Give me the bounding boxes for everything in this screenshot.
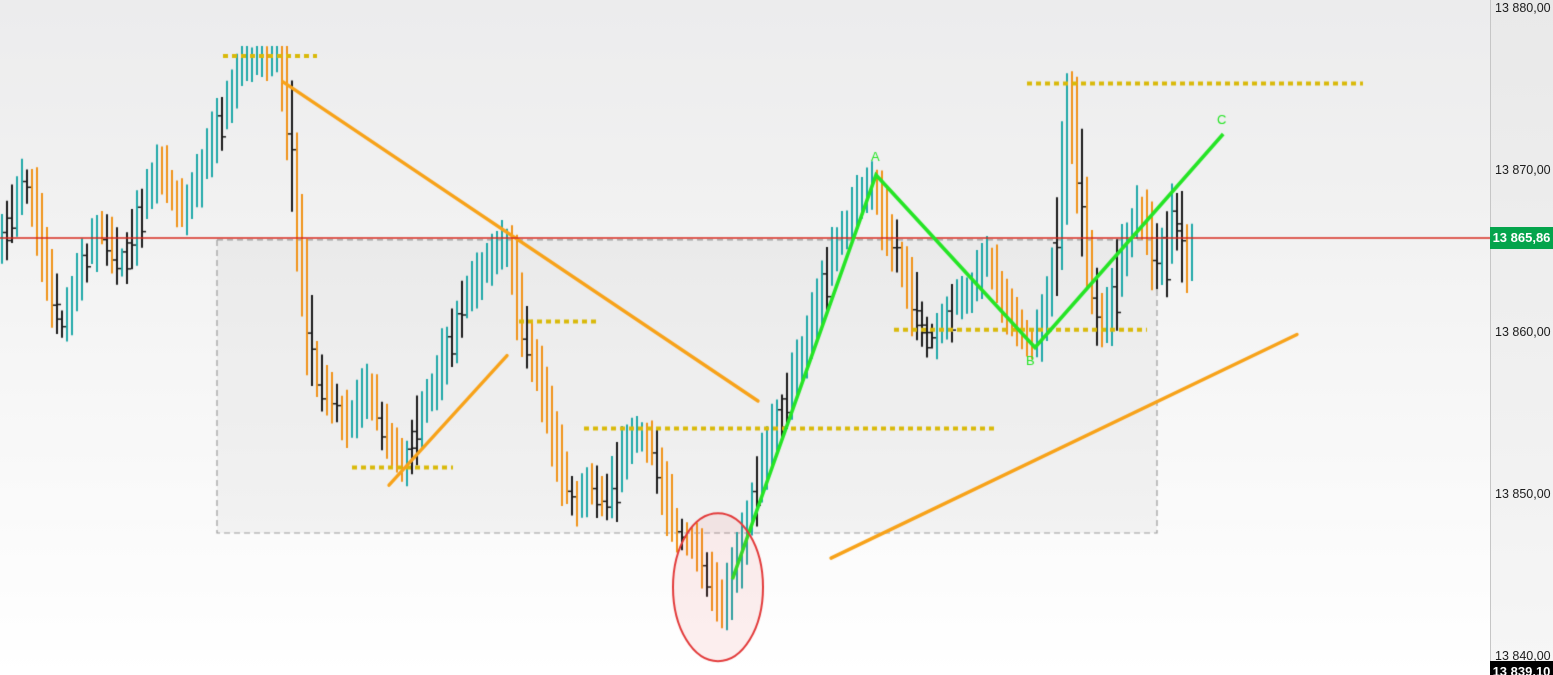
price-axis-tick: 13 860,00 [1495, 324, 1551, 339]
price-axis-tick: 13 840,00 [1495, 648, 1551, 663]
session-low-price-label: 13 839,10 [1490, 660, 1553, 675]
price-axis-tick: 13 850,00 [1495, 486, 1551, 501]
current-price-label: 13 865,86 [1490, 227, 1553, 249]
chart-plot-area[interactable] [0, 0, 1490, 675]
price-chart-canvas[interactable] [0, 0, 1490, 675]
price-axis-tick: 13 870,00 [1495, 162, 1551, 177]
price-axis[interactable]: 13 880,00 13 870,00 13 860,00 13 850,00 13 8… [1490, 0, 1553, 675]
price-axis-tick: 13 880,00 [1495, 0, 1551, 15]
